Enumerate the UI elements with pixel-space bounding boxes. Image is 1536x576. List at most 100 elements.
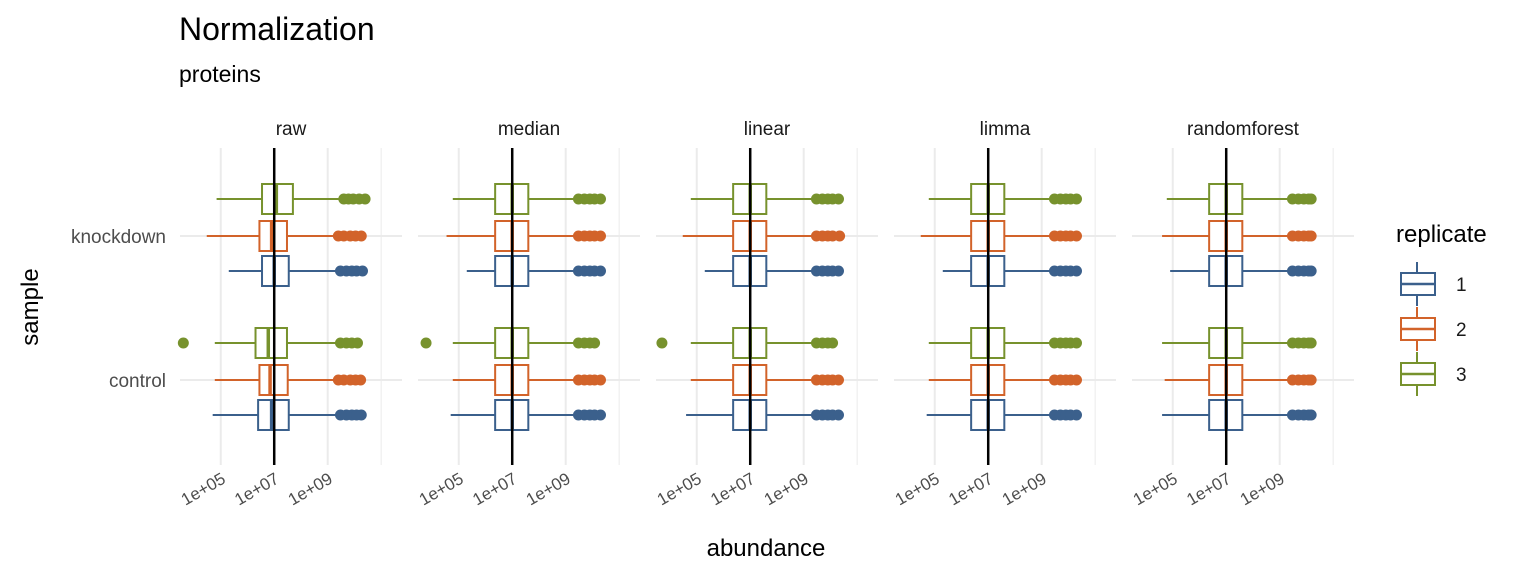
strip-label-median: median	[498, 119, 560, 140]
legend-label-3: 3	[1456, 365, 1467, 386]
panel-limma: limma 1e+05 1e+07 1e+09	[892, 119, 1116, 509]
outlier-point	[1070, 374, 1082, 386]
outlier-point	[1070, 265, 1082, 277]
legend-key-1: 1	[1400, 262, 1467, 306]
outlier-point	[832, 374, 844, 386]
outlier-point	[356, 265, 368, 277]
strip-label-randomforest: randomforest	[1187, 119, 1300, 140]
box-linear-control-rep3	[656, 327, 839, 359]
box-linear-knockdown-rep2	[682, 220, 846, 252]
outlier-point	[827, 337, 839, 349]
outlier-point	[1305, 193, 1317, 205]
outlier-point	[656, 337, 668, 349]
box-limma-control-rep1	[926, 399, 1082, 431]
outlier-point	[355, 409, 367, 421]
x-tick-label: 1e+09	[285, 469, 336, 509]
box-linear-control-rep1	[686, 399, 844, 431]
x-tick-label: 1e+09	[999, 469, 1050, 509]
y-tick-label-control: control	[109, 371, 166, 392]
box-limma-knockdown-rep2	[920, 220, 1082, 252]
box-randomforest-control-rep1	[1162, 399, 1317, 431]
x-tick-label: 1e+07	[1183, 469, 1234, 509]
panel-median: median 1e+05 1e+07 1e+09	[416, 119, 640, 509]
outlier-point	[594, 409, 606, 421]
y-axis-title: sample	[17, 268, 44, 345]
box-raw-knockdown-rep2	[206, 220, 367, 252]
outlier-point	[1305, 409, 1317, 421]
outlier-point	[351, 337, 363, 349]
x-axis-title: abundance	[707, 535, 826, 562]
outlier-point	[589, 337, 601, 349]
outlier-point	[355, 374, 367, 386]
x-tick-label: 1e+09	[523, 469, 574, 509]
box-randomforest-knockdown-rep3	[1166, 183, 1317, 215]
outlier-point	[1070, 193, 1082, 205]
box-randomforest-control-rep2	[1164, 364, 1317, 396]
outlier-point	[1070, 409, 1082, 421]
x-tick-label: 1e+09	[1237, 469, 1288, 509]
legend: replicate 1 2 3	[1396, 221, 1487, 396]
outlier-point	[1070, 230, 1082, 242]
box-randomforest-knockdown-rep2	[1162, 220, 1317, 252]
legend-label-2: 2	[1456, 320, 1467, 341]
outlier-point	[594, 374, 606, 386]
box-raw-control-rep2	[214, 364, 367, 396]
outlier-point	[1305, 230, 1317, 242]
outlier-point	[832, 409, 844, 421]
box-raw-control-rep3	[177, 327, 363, 359]
x-tick-label: 1e+07	[231, 469, 282, 509]
box-randomforest-knockdown-rep1	[1170, 255, 1317, 287]
x-tick-label: 1e+07	[945, 469, 996, 509]
box-raw-knockdown-rep3	[216, 183, 371, 215]
legend-key-2: 2	[1400, 307, 1467, 351]
box-median-control-rep2	[452, 364, 606, 396]
outlier-point	[834, 230, 846, 242]
box-median-control-rep3	[420, 327, 601, 359]
outlier-point	[594, 230, 606, 242]
outlier-point	[832, 193, 844, 205]
box-iqr	[254, 327, 288, 359]
box-median-control-rep1	[450, 399, 606, 431]
box-median-knockdown-rep1	[466, 255, 606, 287]
x-tick-label: 1e+07	[469, 469, 520, 509]
legend-title: replicate	[1396, 221, 1487, 248]
outlier-point	[1305, 265, 1317, 277]
chart-subtitle: proteins	[179, 61, 261, 87]
strip-label-limma: limma	[980, 119, 1031, 140]
x-tick-label: 1e+05	[892, 469, 943, 509]
outlier-point	[594, 265, 606, 277]
box-raw-control-rep1	[212, 399, 367, 431]
box-linear-control-rep2	[690, 364, 844, 396]
box-limma-knockdown-rep1	[942, 255, 1082, 287]
legend-key-3: 3	[1400, 352, 1467, 396]
outlier-point	[1305, 374, 1317, 386]
x-tick-label: 1e+05	[416, 469, 467, 509]
box-linear-knockdown-rep3	[690, 183, 844, 215]
box-linear-knockdown-rep1	[704, 255, 844, 287]
box-median-knockdown-rep2	[446, 220, 606, 252]
box-median-knockdown-rep3	[452, 183, 606, 215]
strip-label-raw: raw	[276, 119, 307, 140]
x-tick-label: 1e+07	[707, 469, 758, 509]
legend-label-1: 1	[1456, 275, 1467, 296]
chart-title: Normalization	[179, 11, 375, 47]
outlier-point	[355, 230, 367, 242]
outlier-point	[1070, 337, 1082, 349]
box-randomforest-control-rep3	[1162, 327, 1317, 359]
outlier-point	[832, 265, 844, 277]
box-raw-knockdown-rep1	[228, 255, 368, 287]
x-tick-label: 1e+05	[178, 469, 229, 509]
outlier-point	[1305, 337, 1317, 349]
x-tick-label: 1e+05	[1130, 469, 1181, 509]
x-tick-label: 1e+05	[654, 469, 705, 509]
panel-randomforest: randomforest 1e+05 1e+07 1e+09	[1130, 119, 1354, 509]
y-tick-label-knockdown: knockdown	[71, 227, 166, 248]
box-limma-control-rep2	[928, 364, 1082, 396]
outlier-point	[177, 337, 189, 349]
outlier-point	[420, 337, 432, 349]
outlier-point	[359, 193, 371, 205]
box-limma-control-rep3	[928, 327, 1082, 359]
strip-label-linear: linear	[744, 119, 791, 140]
